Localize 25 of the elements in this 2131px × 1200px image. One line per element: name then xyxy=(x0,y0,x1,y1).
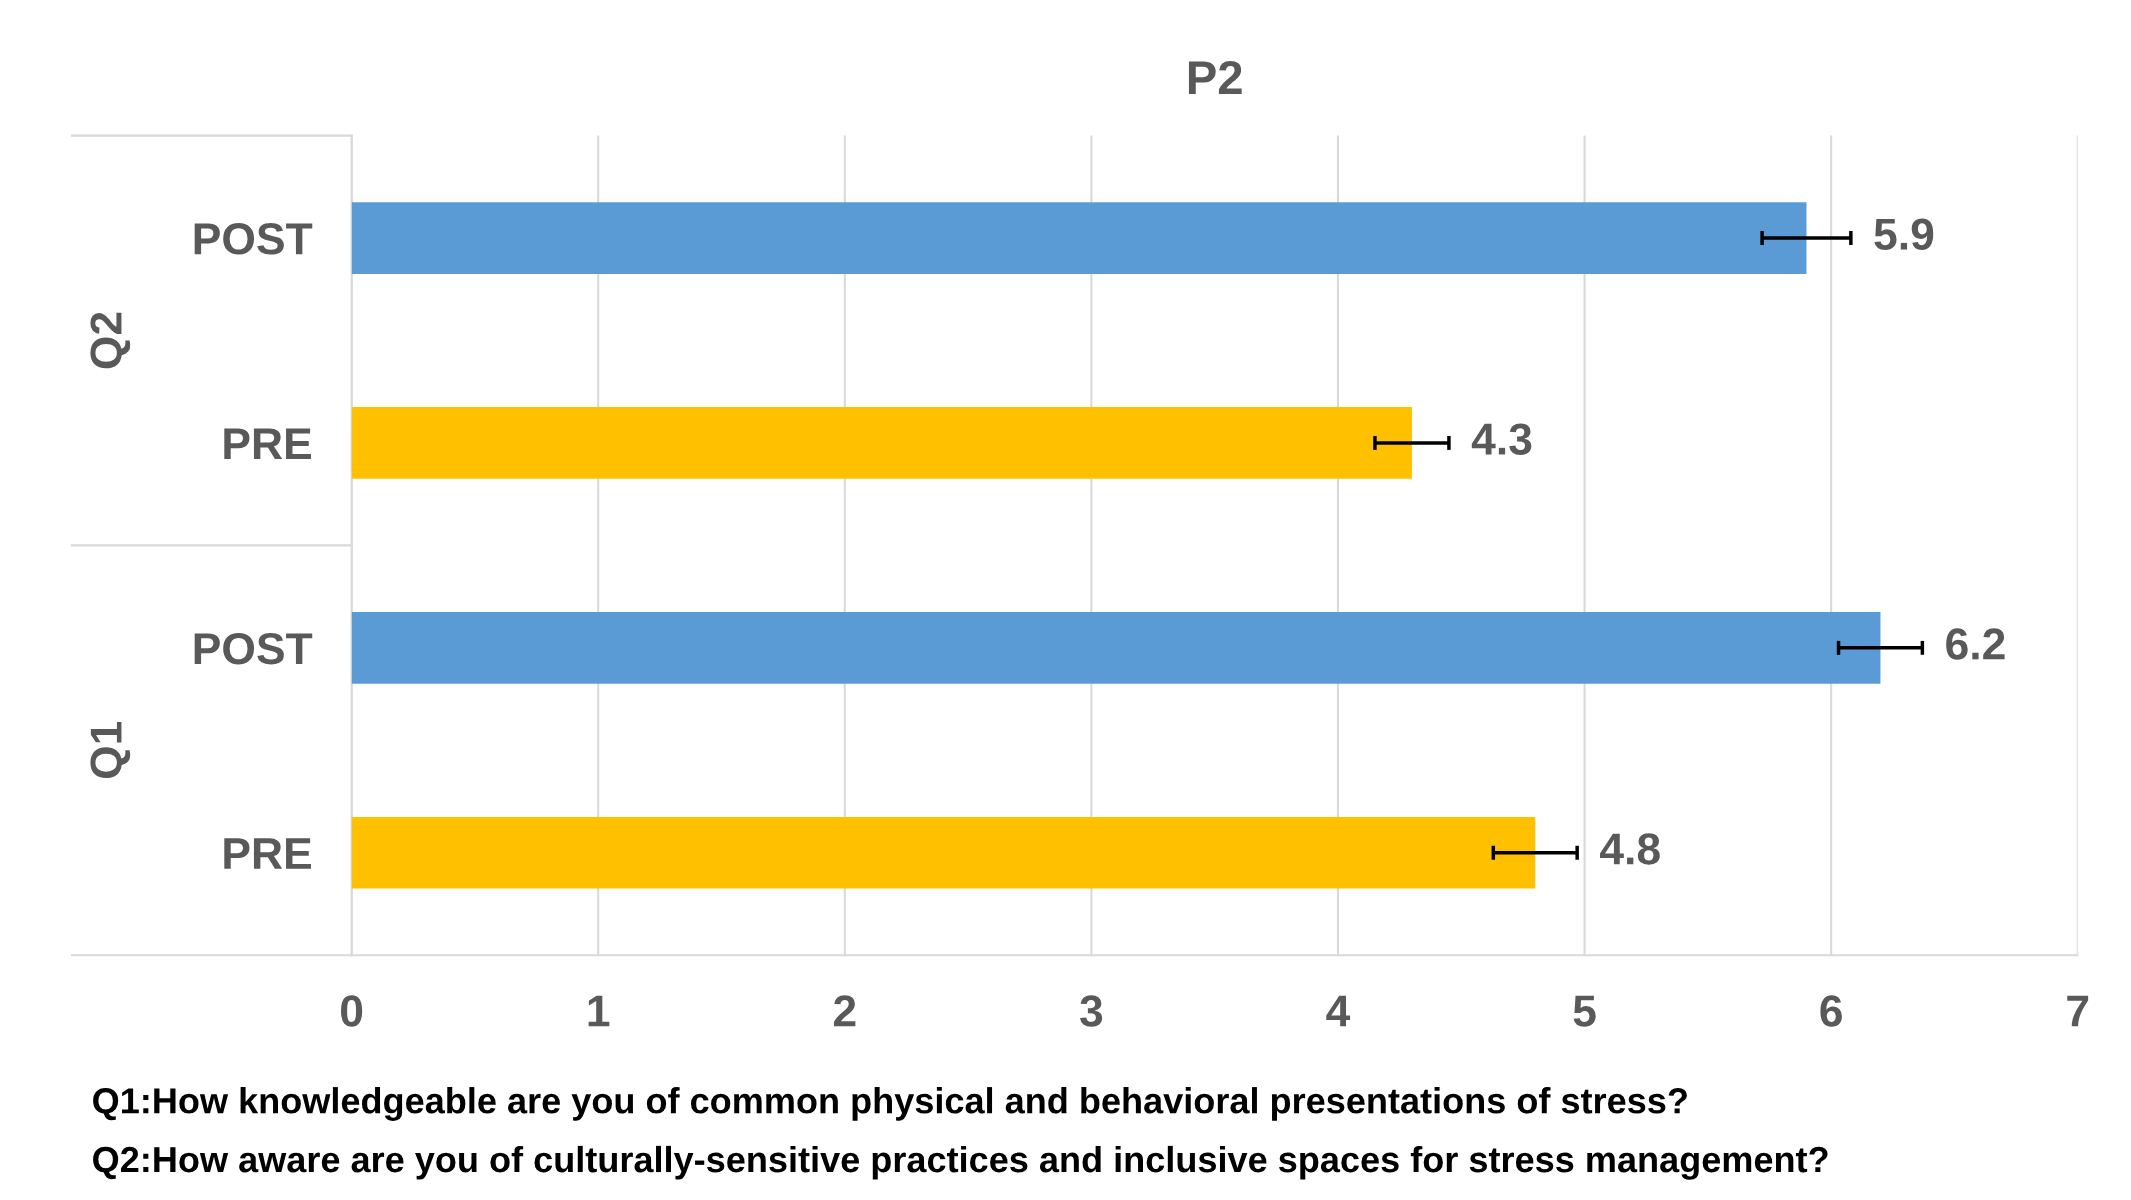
x-tick-label: 5 xyxy=(1573,995,1596,1027)
y-tick-label: PRE xyxy=(224,838,311,869)
text: Q2 xyxy=(90,312,131,369)
bar xyxy=(351,407,1412,479)
x-tick-label: 4 xyxy=(1326,995,1351,1027)
text: Q1 xyxy=(90,721,131,779)
x-tick-label: 6 xyxy=(1820,995,1842,1027)
y-tick-label: POST xyxy=(194,223,313,255)
text: Q2:How aware are you of culturally-sensitive practices and inclusive spaces for stress management? xyxy=(93,1145,1828,1180)
data-label: 5.9 xyxy=(1874,218,1934,250)
bar xyxy=(351,611,1881,684)
y-tick-label: POST xyxy=(194,632,313,665)
data-label: 4.8 xyxy=(1600,833,1660,865)
bar xyxy=(351,816,1536,889)
x-tick-label: 7 xyxy=(2067,995,2089,1027)
data-label: 4.3 xyxy=(1471,423,1532,455)
data-label: 6.2 xyxy=(1946,628,2005,660)
bar xyxy=(351,202,1807,274)
chart-title: P2 xyxy=(1188,60,1242,94)
x-tick-label: 2 xyxy=(833,995,856,1027)
text: Q1:How knowledgeable are you of common physical and behavioral presentations of stress? xyxy=(93,1087,1687,1121)
x-tick-label: 0 xyxy=(341,995,363,1027)
x-tick-label: 1 xyxy=(588,995,610,1027)
x-tick-label: 3 xyxy=(1080,995,1103,1027)
y-tick-label: PRE xyxy=(224,428,311,460)
